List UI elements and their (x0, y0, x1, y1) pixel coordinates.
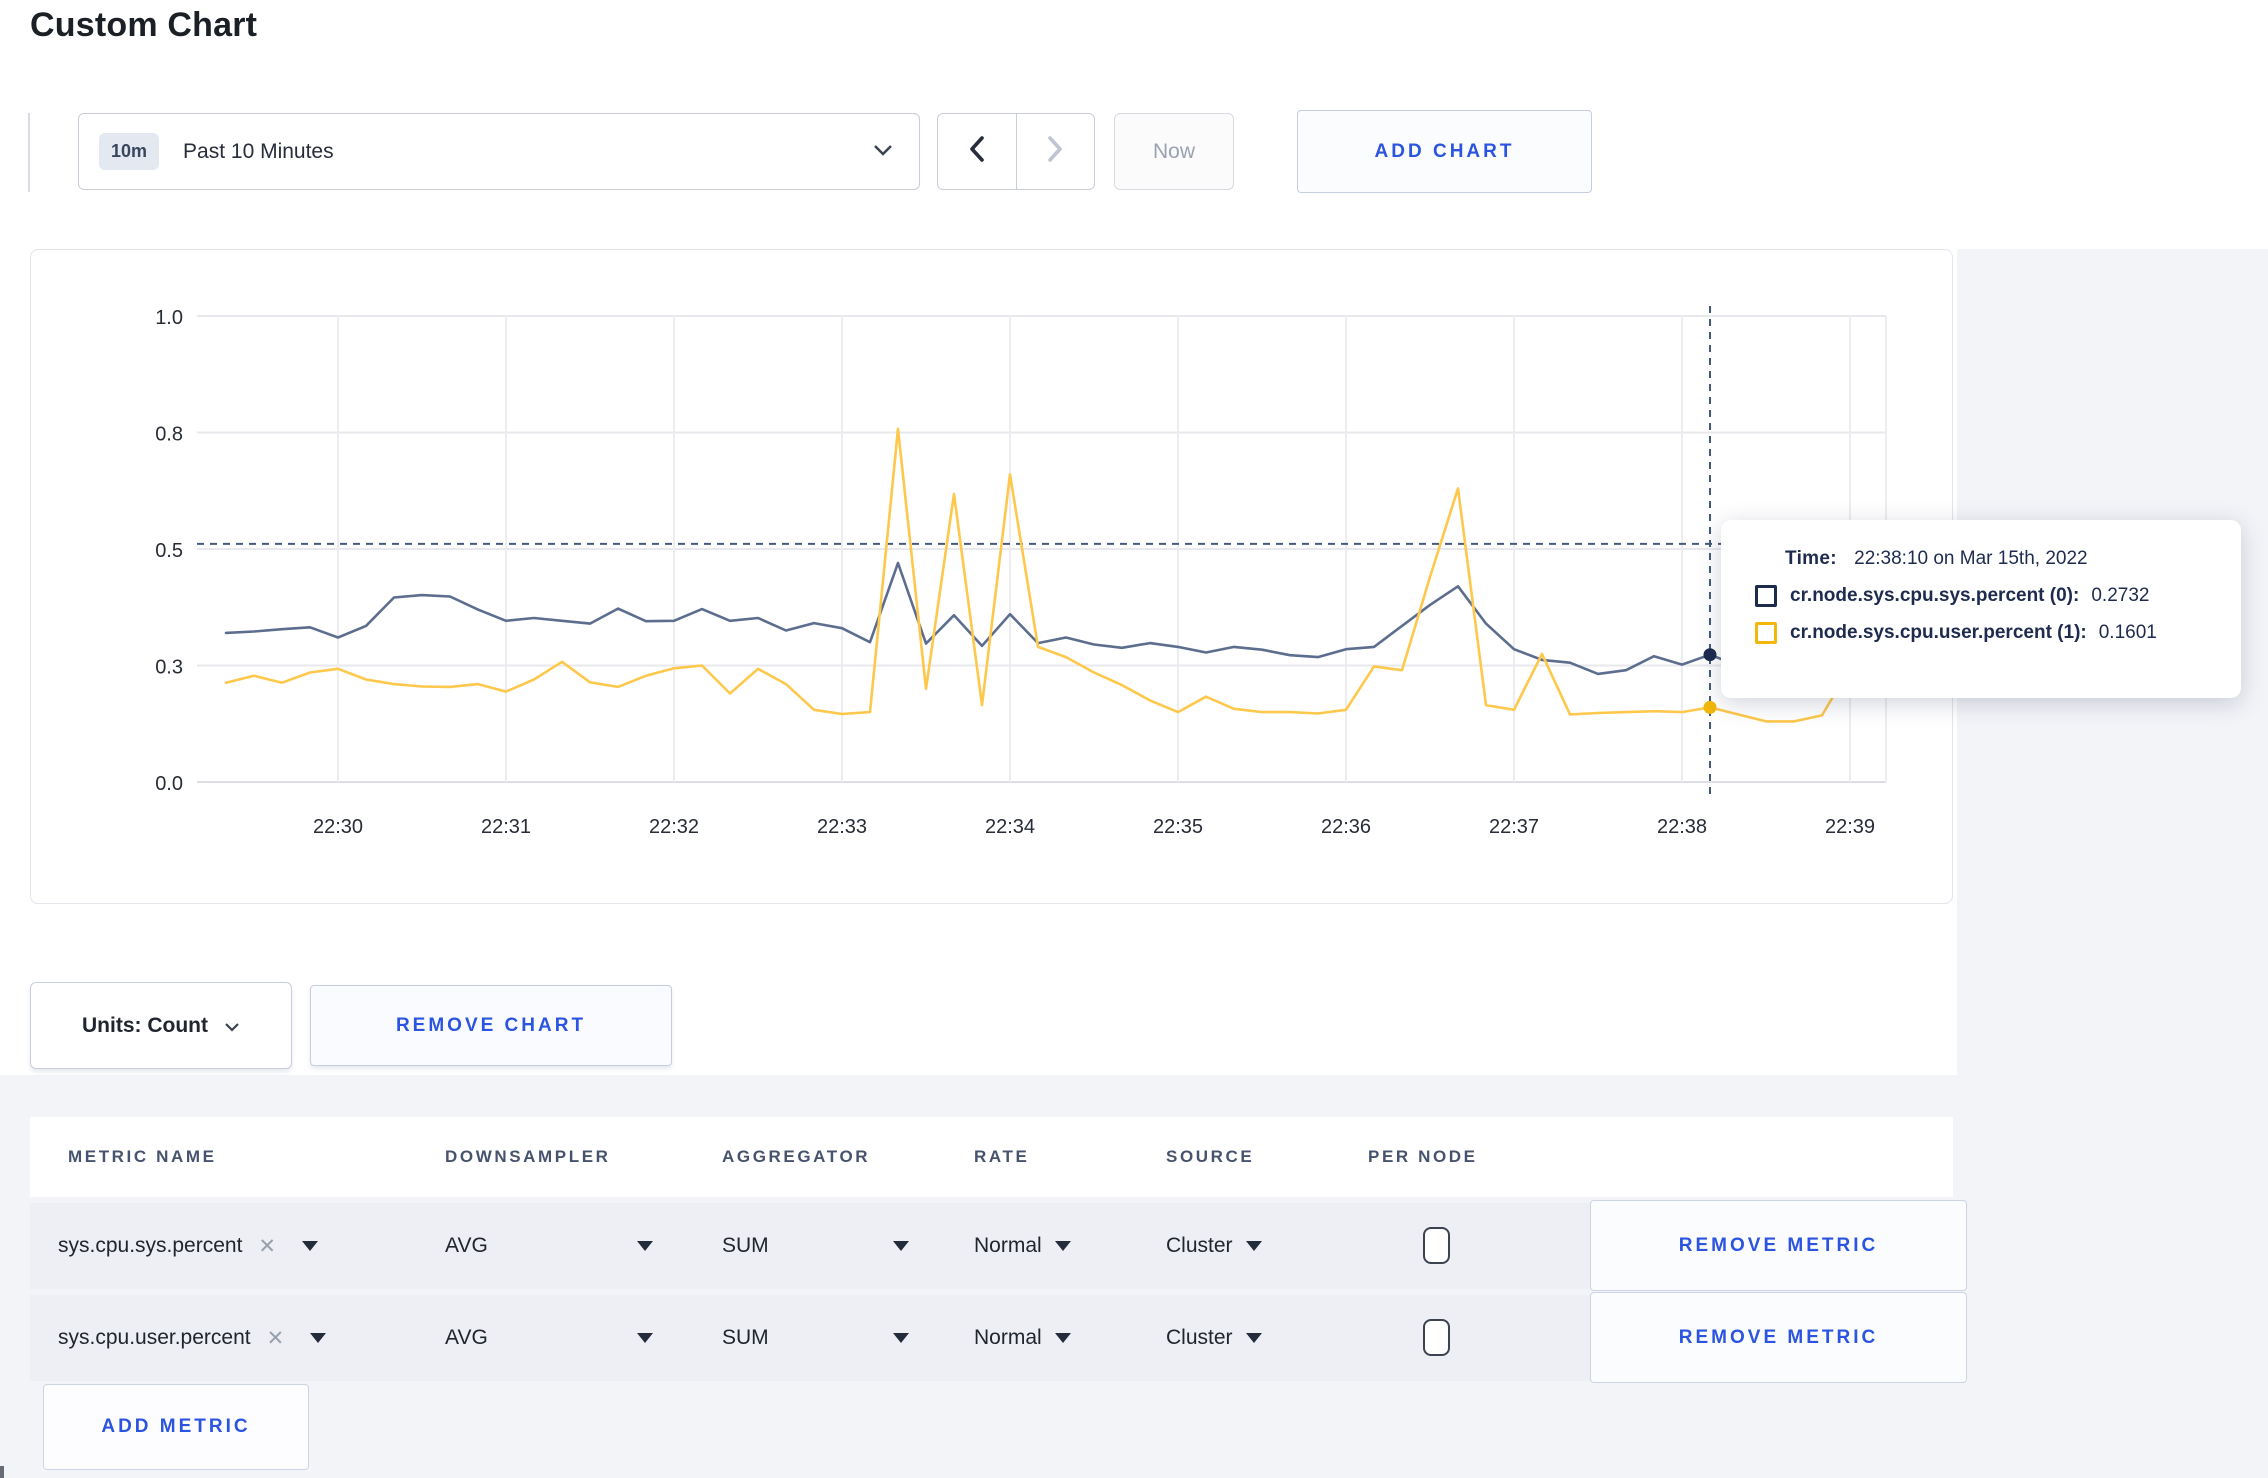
chart-card: 0.0 0.3 0.5 0.8 1.0 22:30 22:31 22:32 22:33 22:34… (30, 249, 1953, 904)
aggregator-value: SUM (722, 1326, 769, 1349)
timeseries-chart[interactable]: 0.0 0.3 0.5 0.8 1.0 22:30 22:31 22:32 22:33 22:34… (31, 250, 1951, 902)
time-range-badge: 10m (99, 133, 160, 170)
svg-text:22:39: 22:39 (1825, 816, 1875, 838)
remove-metric-button[interactable]: REMOVE METRIC (1590, 1200, 1967, 1291)
svg-text:22:32: 22:32 (649, 816, 699, 838)
remove-metric-button[interactable]: REMOVE METRIC (1590, 1292, 1967, 1383)
source-dropdown[interactable]: Cluster (1166, 1295, 1262, 1381)
prev-time-button[interactable] (938, 114, 1017, 189)
svg-text:22:31: 22:31 (481, 816, 531, 838)
metric-name-dropdown[interactable]: sys.cpu.sys.percent ✕ (58, 1203, 319, 1289)
svg-text:0.0: 0.0 (155, 773, 183, 795)
metric-name-label: sys.cpu.sys.percent (58, 1234, 243, 1257)
rate-dropdown[interactable]: Normal (974, 1203, 1071, 1289)
downsampler-value: AVG (445, 1234, 488, 1257)
downsampler-value: AVG (445, 1326, 488, 1349)
svg-text:22:34: 22:34 (985, 816, 1035, 838)
rate-value: Normal (974, 1326, 1042, 1349)
svg-text:22:33: 22:33 (817, 816, 867, 838)
time-range-label: Past 10 Minutes (183, 139, 334, 163)
caret-down-icon (637, 1333, 653, 1343)
chevron-left-icon (969, 136, 985, 167)
svg-text:0.8: 0.8 (155, 424, 183, 446)
source-value: Cluster (1166, 1234, 1233, 1257)
svg-text:1.0: 1.0 (155, 307, 183, 329)
time-step-buttons (937, 113, 1095, 190)
column-header-aggregator: AGGREGATOR (722, 1147, 871, 1166)
downsampler-dropdown[interactable]: AVG (445, 1295, 653, 1381)
caret-down-icon (1245, 1333, 1262, 1343)
aggregator-dropdown[interactable]: SUM (722, 1203, 909, 1289)
caret-down-icon (893, 1241, 909, 1251)
column-header-per-node: PER NODE (1368, 1147, 1478, 1166)
downsampler-dropdown[interactable]: AVG (445, 1203, 653, 1289)
svg-text:0.3: 0.3 (155, 657, 183, 679)
page-title: Custom Chart (30, 6, 258, 44)
column-header-source: SOURCE (1166, 1147, 1255, 1166)
tooltip-time-row: Time: 22:38:10 on Mar 15th, 2022 (1785, 548, 2207, 570)
tooltip-series-row: cr.node.sys.cpu.sys.percent (0): 0.2732 (1755, 585, 2207, 607)
aggregator-dropdown[interactable]: SUM (722, 1295, 909, 1381)
source-value: Cluster (1166, 1326, 1233, 1349)
chevron-down-icon (873, 143, 893, 161)
add-chart-button[interactable]: ADD CHART (1297, 110, 1592, 193)
metric-row: sys.cpu.user.percent ✕ AVG SUM Normal Cl… (30, 1292, 1967, 1383)
svg-text:22:37: 22:37 (1489, 816, 1539, 838)
chevron-right-icon (1047, 136, 1063, 167)
tooltip-series-value: 0.1601 (2098, 622, 2157, 643)
section-divider (28, 113, 30, 192)
column-header-metric-name: METRIC NAME (68, 1147, 217, 1166)
svg-text:22:36: 22:36 (1321, 816, 1371, 838)
metrics-table-header: METRIC NAME DOWNSAMPLER AGGREGATOR RATE … (30, 1117, 1953, 1197)
metric-name-label: sys.cpu.user.percent (58, 1326, 251, 1349)
per-node-checkbox[interactable] (1423, 1227, 1450, 1264)
metric-row: sys.cpu.sys.percent ✕ AVG SUM Normal Clu… (30, 1200, 1967, 1291)
tooltip-series-row: cr.node.sys.cpu.user.percent (1): 0.1601 (1755, 622, 2207, 644)
svg-text:22:35: 22:35 (1153, 816, 1203, 838)
remove-chart-button[interactable]: REMOVE CHART (310, 985, 672, 1066)
caret-down-icon (637, 1241, 653, 1251)
tooltip-series-label: cr.node.sys.cpu.user.percent (1): (1790, 622, 2087, 643)
caret-down-icon (1245, 1241, 1262, 1251)
rate-value: Normal (974, 1234, 1042, 1257)
caret-down-icon (302, 1241, 319, 1251)
column-header-downsampler: DOWNSAMPLER (445, 1147, 611, 1166)
add-metric-button[interactable]: ADD METRIC (43, 1384, 309, 1470)
chart-tooltip: Time: 22:38:10 on Mar 15th, 2022 cr.node… (1721, 520, 2241, 698)
tooltip-time-value: 22:38:10 on Mar 15th, 2022 (1854, 548, 2088, 569)
time-range-selector[interactable]: 10m Past 10 Minutes (78, 113, 920, 190)
next-time-button[interactable] (1017, 114, 1095, 189)
svg-text:22:38: 22:38 (1657, 816, 1707, 838)
caret-down-icon (1054, 1333, 1071, 1343)
rate-dropdown[interactable]: Normal (974, 1295, 1071, 1381)
units-dropdown[interactable]: Units: Count (30, 982, 292, 1069)
chevron-down-icon (224, 1014, 240, 1038)
caret-down-icon (310, 1333, 327, 1343)
tooltip-series-label: cr.node.sys.cpu.sys.percent (0): (1790, 585, 2080, 606)
svg-text:0.5: 0.5 (155, 540, 183, 562)
tooltip-time-label: Time: (1785, 548, 1837, 569)
caret-down-icon (893, 1333, 909, 1343)
now-button[interactable]: Now (1114, 113, 1234, 190)
svg-text:22:30: 22:30 (313, 816, 363, 838)
source-dropdown[interactable]: Cluster (1166, 1203, 1262, 1289)
tooltip-series-value: 0.2732 (2091, 585, 2150, 606)
per-node-checkbox[interactable] (1423, 1319, 1450, 1356)
column-header-rate: RATE (974, 1147, 1030, 1166)
remove-tag-icon[interactable]: ✕ (266, 1326, 285, 1350)
metric-name-dropdown[interactable]: sys.cpu.user.percent ✕ (58, 1295, 327, 1381)
aggregator-value: SUM (722, 1234, 769, 1257)
sys-series-swatch-icon (1755, 585, 1777, 607)
units-label: Units: Count (82, 1013, 208, 1037)
caret-down-icon (1054, 1241, 1071, 1251)
user-series-swatch-icon (1755, 622, 1777, 644)
left-edge-scroll-artifact (0, 1466, 4, 1478)
remove-tag-icon[interactable]: ✕ (258, 1234, 277, 1258)
